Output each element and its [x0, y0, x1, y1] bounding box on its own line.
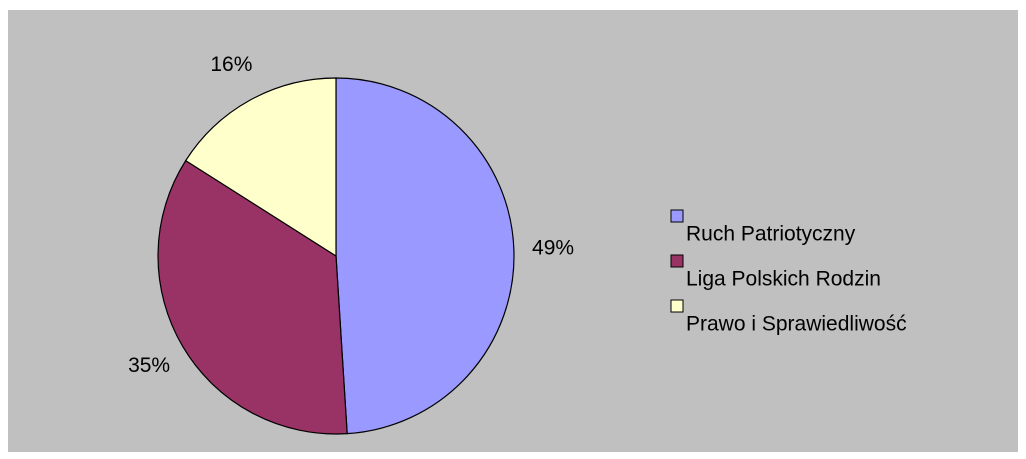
data-label: 49% [532, 237, 574, 260]
pie-slice [335, 77, 515, 435]
legend-label: Ruch Patriotyczny [686, 223, 856, 246]
legend-swatch [670, 254, 684, 268]
legend-swatch [670, 299, 684, 313]
legend-label: Liga Polskich Rodzin [686, 268, 881, 291]
pie-slice [184, 77, 337, 258]
data-label: 16% [210, 53, 252, 76]
legend-swatch [670, 209, 684, 223]
data-label: 35% [128, 354, 170, 377]
pie-slice [157, 159, 348, 435]
legend-label: Prawo i Sprawiedliwość [686, 313, 907, 336]
